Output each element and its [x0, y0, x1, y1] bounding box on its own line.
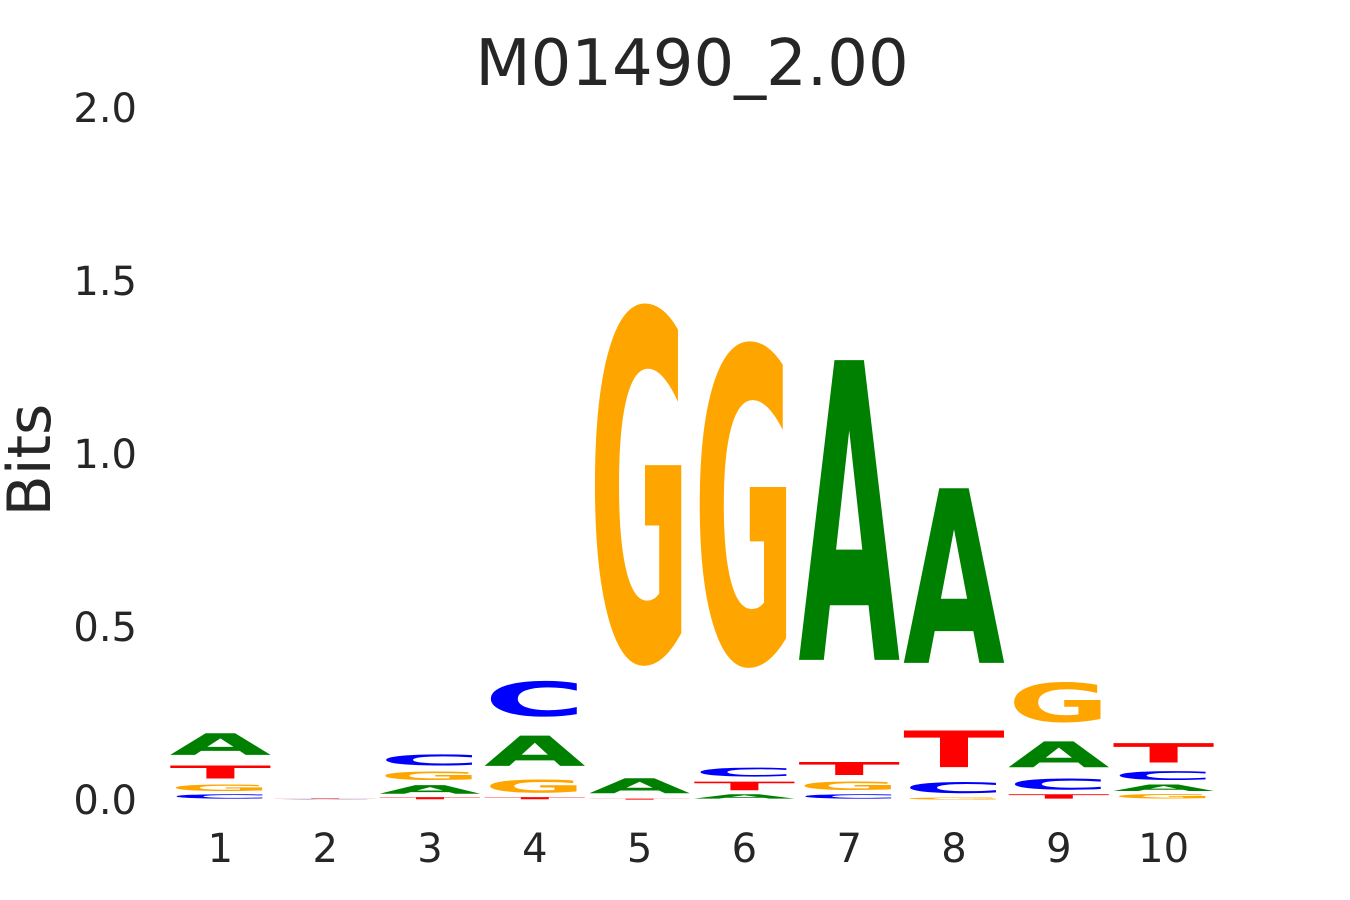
logo-letter-a: A [484, 728, 586, 776]
logo-letter-g: G [903, 797, 1005, 800]
x-tick-label: 10 [1138, 826, 1189, 872]
x-tick-label: 8 [941, 826, 966, 872]
chart-title: M01490_2.00 [475, 27, 908, 101]
logo-letter-c: C [484, 673, 586, 728]
logo-letter-a: A [1113, 783, 1215, 793]
logo-letter-a: A [798, 279, 901, 757]
y-tick-label: 1.0 [73, 432, 137, 478]
x-axis-ticks: 1 2 3 4 5 6 7 8 9 10 [208, 826, 1189, 872]
logo-letter-t: T [1113, 738, 1215, 769]
logo-letter-c: C [170, 793, 272, 800]
x-tick-label: 6 [732, 826, 757, 872]
y-tick-label: 2.0 [73, 86, 137, 132]
y-tick-label: 1.5 [73, 259, 137, 305]
x-tick-label: 2 [312, 826, 337, 872]
logo-letter-t: T [379, 797, 481, 800]
logo-letter-g: G [694, 261, 796, 764]
logo-letter-a: A [903, 441, 1005, 720]
logo-letter-c: C [1113, 769, 1215, 783]
logo-letter-a: A [379, 783, 481, 797]
logo-letter-g: G [798, 779, 900, 793]
x-tick-label: 5 [627, 826, 652, 872]
logo-letter-t: T [798, 759, 900, 780]
logo-letter-t: T [589, 798, 691, 800]
x-tick-label: 1 [208, 826, 233, 872]
logo-letter-t: T [903, 721, 1005, 779]
logo-letter-t: T [484, 797, 586, 800]
y-axis-label: Bits [0, 404, 65, 517]
logo-letter-g: G [379, 769, 481, 783]
x-tick-label: 7 [836, 826, 861, 872]
logo-letter-c: C [903, 779, 1005, 796]
logo-letter-g: G [484, 776, 586, 797]
logo-letter-t: T [1008, 793, 1110, 800]
logo-letter-a: A [1008, 734, 1110, 775]
logo-column: TAG [589, 214, 691, 800]
logo-letter-t: T [274, 798, 376, 799]
y-axis-ticks: 0.0 0.5 1.0 1.5 2.0 [73, 86, 137, 824]
logo-letter-a: A [694, 793, 796, 800]
x-tick-label: 3 [417, 826, 442, 872]
logo-letter-g: G [1113, 793, 1215, 800]
logo-letter-c: C [1008, 776, 1110, 793]
logo-letter-t: T [170, 762, 272, 783]
logo-letter-g: G [170, 783, 272, 793]
logo-letter-c: C [694, 766, 796, 780]
logo-letter-a: A [170, 728, 272, 762]
logo-letter-g: G [589, 214, 691, 773]
logo-letter-a: A [589, 774, 691, 798]
y-tick-label: 0.0 [73, 778, 137, 824]
x-tick-label: 4 [522, 826, 547, 872]
logo-letter-g: G [1008, 673, 1110, 734]
logo-letter-c: C [798, 793, 900, 800]
x-tick-label: 9 [1046, 826, 1071, 872]
logo-letter-c: C [379, 752, 481, 769]
y-tick-label: 0.5 [73, 605, 137, 651]
logo-letter-t: T [694, 779, 796, 793]
